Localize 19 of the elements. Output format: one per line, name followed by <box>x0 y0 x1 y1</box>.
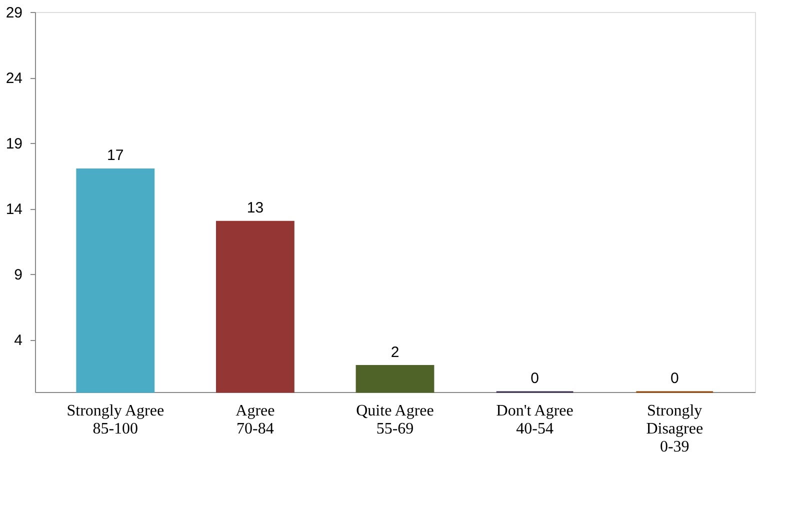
bar <box>216 220 294 393</box>
y-tick-label: 19 <box>6 136 22 153</box>
x-tick-label: Agree 70-84 <box>236 402 275 438</box>
data-label: 2 <box>390 344 400 361</box>
y-tick-label: 24 <box>6 70 22 88</box>
x-tick-label: Quite Agree 55-69 <box>356 402 434 438</box>
y-tick-label: 14 <box>6 201 22 218</box>
bar <box>356 365 434 393</box>
y-tick-label: 9 <box>14 266 22 284</box>
data-label: 0 <box>670 370 679 387</box>
x-tick-label: Don't Agree 40-54 <box>496 402 574 438</box>
y-tick-label: 4 <box>14 332 22 350</box>
bar <box>76 168 155 393</box>
data-label: 13 <box>246 200 264 217</box>
data-label: 0 <box>530 370 539 387</box>
y-tick-label: 29 <box>6 4 22 22</box>
x-tick-label: Strongly Agree 85-100 <box>66 402 164 438</box>
x-tick-label: Strongly Disagree 0-39 <box>646 402 704 456</box>
data-label: 17 <box>107 147 124 164</box>
